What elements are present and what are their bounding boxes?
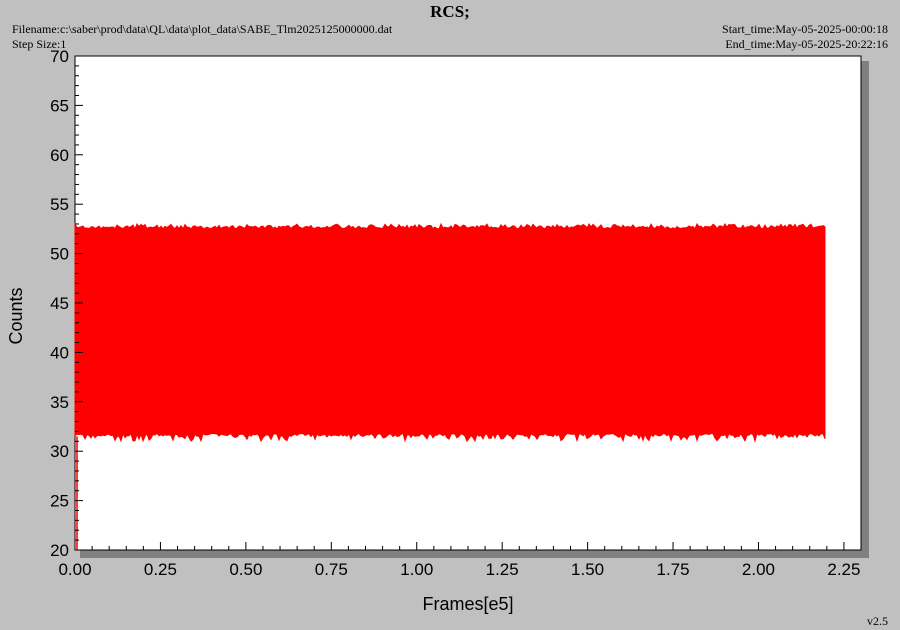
y-tick-label: 60	[50, 146, 69, 165]
version-label: v2.5	[867, 614, 888, 628]
y-axis-title: Counts	[6, 287, 26, 344]
chart-title: RCS;	[430, 2, 470, 21]
y-tick-label: 20	[50, 541, 69, 560]
x-tick-label: 1.25	[486, 560, 519, 579]
x-tick-label: 1.00	[400, 560, 433, 579]
file-info: Filename:c:\saber\prod\data\QL\data\plot…	[12, 22, 392, 52]
y-tick-label: 35	[50, 393, 69, 412]
step-size-label: Step Size:1	[12, 37, 67, 51]
y-tick-label: 65	[50, 96, 69, 115]
y-tick-label: 55	[50, 195, 69, 214]
x-tick-label: 2.00	[742, 560, 775, 579]
y-tick-label: 30	[50, 442, 69, 461]
y-tick-label: 50	[50, 245, 69, 264]
y-tick-label: 40	[50, 343, 69, 362]
x-tick-label: 1.50	[571, 560, 604, 579]
filename-label: Filename:c:\saber\prod\data\QL\data\plot…	[12, 22, 393, 36]
y-tick-label: 25	[50, 492, 69, 511]
x-tick-label: 0.50	[229, 560, 262, 579]
y-tick-label: 70	[50, 47, 69, 66]
series-rcs-counts	[74, 222, 826, 443]
start-time-label: Start_time:May-05-2025-00:00:18	[722, 22, 888, 36]
x-tick-label: 0.00	[58, 560, 91, 579]
series-layer	[74, 222, 826, 550]
x-tick-label: 1.75	[656, 560, 689, 579]
ticks-layer: 20 25 30 35 40 45 50 55 60 65 70 0.00 0.25 0.50 0.75 1.…	[50, 47, 862, 579]
time-info: Start_time:May-05-2025-00:00:18 End_time…	[722, 22, 888, 52]
y-tick-label: 45	[50, 294, 69, 313]
x-axis-title: Frames[e5]	[422, 594, 513, 614]
x-tick-label: 0.25	[144, 560, 177, 579]
x-tick-label: 0.75	[315, 560, 348, 579]
x-tick-label: 2.25	[827, 560, 860, 579]
end-time-label: End_time:May-05-2025-20:22:16	[725, 37, 888, 51]
